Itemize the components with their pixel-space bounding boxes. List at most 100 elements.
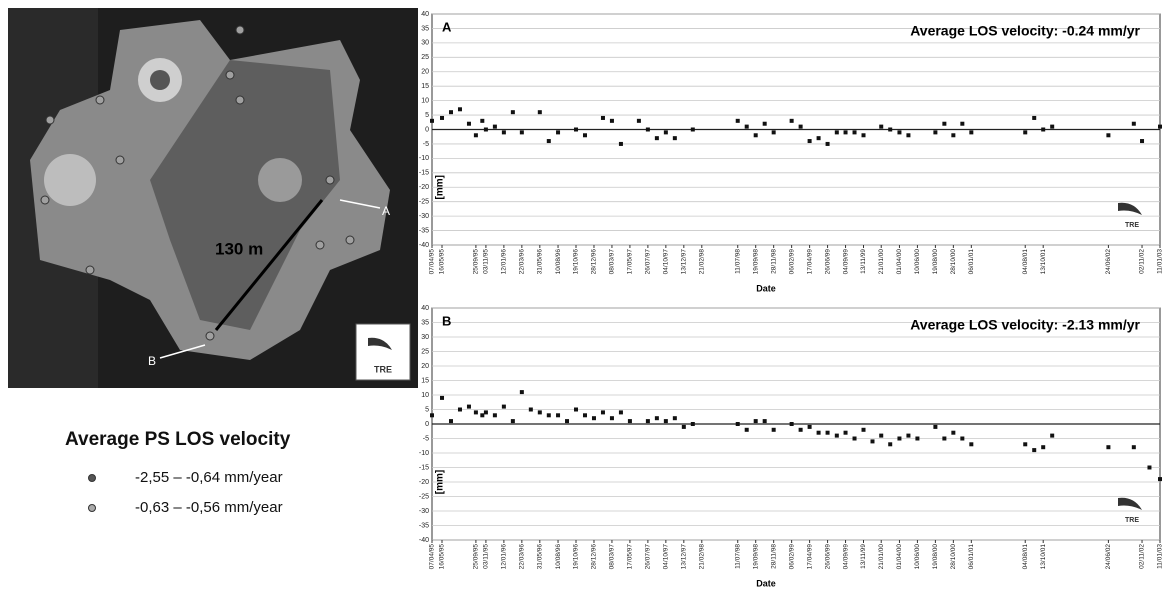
data-point (1041, 445, 1046, 450)
x-tick-label: 10/06/00 (914, 249, 921, 275)
y-tick-label: 40 (421, 305, 429, 312)
y-axis-label: [mm] (435, 470, 446, 494)
x-tick-label: 04/10/97 (663, 544, 670, 570)
data-point (466, 121, 471, 126)
y-tick-label: -10 (419, 450, 429, 457)
y-tick-label: -10 (419, 155, 429, 162)
x-tick-label: 02/11/02 (1139, 249, 1146, 274)
data-point (1050, 124, 1055, 129)
ps-point (95, 95, 105, 105)
x-tick-label: 08/03/97 (609, 249, 616, 275)
data-point (951, 133, 956, 138)
x-tick-label: 11/07/98 (734, 249, 741, 274)
x-tick-label: 13/11/99 (860, 544, 867, 569)
y-tick-label: -5 (423, 141, 429, 148)
x-tick-label: 26/07/97 (645, 544, 652, 570)
data-point (609, 416, 614, 421)
x-tick-label: 07/04/95 (429, 249, 436, 275)
data-point (744, 124, 749, 129)
logo-mark (368, 337, 392, 350)
data-point (1050, 433, 1055, 438)
legend-swatch (88, 504, 96, 512)
x-tick-label: 17/05/97 (627, 249, 634, 275)
x-tick-label: 04/08/01 (1022, 249, 1029, 275)
data-point (654, 416, 659, 421)
x-tick-label: 22/03/96 (519, 249, 526, 275)
data-point (942, 121, 947, 126)
y-tick-label: 15 (421, 83, 429, 90)
ps-point (85, 265, 95, 275)
x-tick-label: 01/04/00 (896, 544, 903, 570)
data-point (942, 436, 947, 441)
y-tick-label: -30 (419, 213, 429, 220)
data-point (834, 130, 839, 135)
data-point (473, 133, 478, 138)
data-point (565, 419, 570, 424)
logo-box (355, 323, 411, 381)
data-point (762, 121, 767, 126)
logo-text: TRE (1125, 222, 1139, 229)
data-point (1140, 139, 1145, 144)
data-point (440, 115, 445, 120)
data-point (430, 413, 434, 418)
x-tick-label: 04/08/01 (1022, 544, 1029, 570)
data-point (690, 422, 695, 426)
x-tick-label: 28/11/98 (770, 544, 777, 569)
x-tick-label: 01/04/00 (896, 249, 903, 275)
data-point (843, 130, 848, 135)
x-tick-label: 11/01/03 (1157, 249, 1164, 274)
data-point (798, 124, 803, 129)
distance-label: 130 m (215, 239, 263, 258)
data-point (762, 419, 767, 424)
logo-text: TRE (1125, 517, 1139, 524)
data-point (537, 410, 542, 415)
data-point (1158, 124, 1162, 129)
x-tick-label: 17/04/99 (806, 249, 813, 275)
data-point (1023, 130, 1028, 135)
chart-title: Average LOS velocity: -2.13 mm/yr (910, 317, 1140, 333)
data-point (960, 436, 965, 441)
x-tick-label: 25/09/95 (473, 544, 480, 570)
data-point (852, 130, 857, 135)
logo-mark (1118, 497, 1142, 510)
x-tick-label: 26/07/97 (645, 249, 652, 275)
data-point (483, 410, 488, 415)
x-tick-label: 11/01/03 (1157, 544, 1164, 569)
x-tick-label: 10/08/96 (555, 249, 562, 275)
y-tick-label: 5 (425, 406, 429, 413)
data-point (807, 139, 812, 144)
x-tick-label: 21/02/98 (699, 544, 706, 570)
data-point (969, 130, 974, 135)
x-tick-label: 26/06/99 (824, 249, 831, 275)
x-tick-label: 24/06/02 (1105, 544, 1112, 570)
data-point (480, 118, 485, 123)
ps-point (235, 95, 245, 105)
y-tick-label: 20 (421, 363, 429, 370)
legend-item: -0,63 – -0,56 mm/year (135, 499, 283, 516)
data-point (510, 419, 515, 424)
y-tick-label: 0 (425, 421, 429, 428)
ps-point (115, 155, 125, 165)
x-tick-label: 13/12/97 (681, 544, 688, 570)
data-point (861, 427, 866, 432)
x-tick-label: 04/09/99 (842, 249, 849, 275)
data-point (1023, 442, 1028, 447)
data-point (1032, 115, 1037, 120)
y-tick-label: -20 (419, 184, 429, 191)
y-tick-label: 40 (421, 11, 429, 18)
x-tick-label: 13/11/99 (860, 249, 867, 274)
data-point (618, 141, 623, 146)
x-tick-label: 19/08/00 (932, 249, 939, 275)
data-point (556, 413, 561, 418)
ps-point (225, 70, 235, 80)
data-point (852, 436, 857, 441)
data-point (480, 413, 485, 418)
data-point (816, 430, 821, 435)
x-tick-label: 02/11/02 (1139, 544, 1146, 569)
point-label: B (148, 354, 156, 368)
ps-point (40, 195, 50, 205)
data-point (654, 136, 659, 141)
data-point (645, 127, 650, 132)
data-point (591, 416, 596, 421)
x-tick-label: 28/12/96 (591, 249, 598, 275)
